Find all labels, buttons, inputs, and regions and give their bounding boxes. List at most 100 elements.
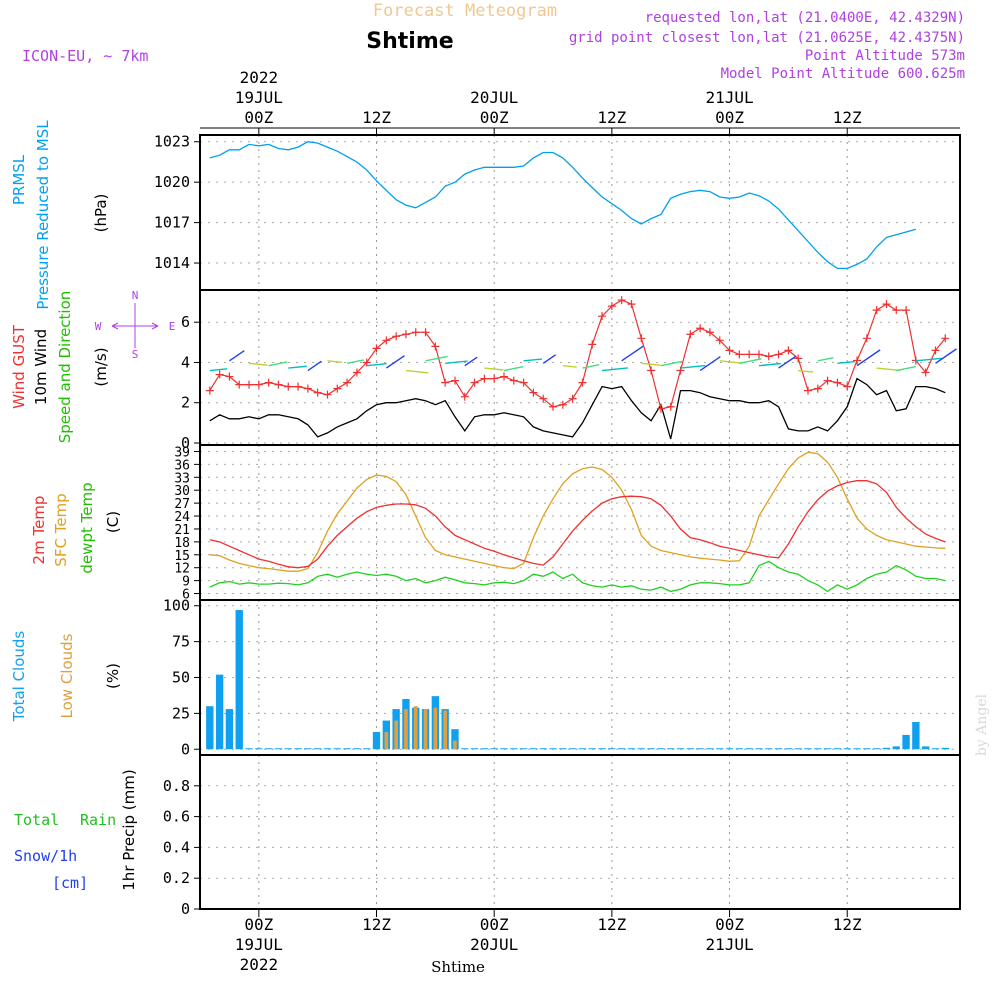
- gust-marker: [431, 342, 440, 351]
- gust-marker: [264, 378, 273, 387]
- wind-direction-arrow: [327, 360, 342, 364]
- bottom-time-label: 21JUL: [705, 935, 753, 954]
- total-cloud-bar: [833, 748, 842, 750]
- station-name: Shtime: [366, 29, 453, 54]
- gust-marker: [274, 380, 283, 389]
- wind-direction-arrow: [288, 365, 307, 369]
- top-time-label: 12Z: [833, 108, 862, 127]
- gust-marker: [862, 334, 871, 343]
- dewpt-label: dewpt Temp: [78, 482, 96, 573]
- total-cloud-bar: [529, 748, 538, 750]
- total-cloud-bar: [314, 748, 322, 750]
- gust-marker: [441, 378, 450, 387]
- gust-marker: [725, 346, 734, 355]
- total-cloud-bar: [814, 748, 822, 750]
- gust-marker: [892, 306, 901, 315]
- temp2m-line: [209, 480, 946, 569]
- gust-marker: [627, 300, 636, 309]
- gust-marker: [696, 324, 705, 333]
- y-tick-label: 30: [174, 484, 190, 499]
- total-cloud-bar: [892, 746, 900, 750]
- panel-frame: [199, 289, 961, 446]
- y-tick-label: 0.2: [163, 869, 190, 887]
- total-cloud-bar: [588, 748, 596, 750]
- gust-marker: [715, 336, 724, 345]
- total-cloud-bar: [480, 748, 489, 750]
- wind-direction-arrow: [660, 360, 683, 367]
- wind-direction-arrow: [798, 369, 814, 373]
- bottom-time-label: 2022: [240, 955, 279, 974]
- total-cloud-bar: [755, 748, 763, 750]
- total-cloud-bar: [519, 748, 528, 750]
- compass-rose: N W E S: [95, 289, 176, 361]
- total-cloud-bar: [853, 748, 861, 750]
- y-tick-label: 9: [182, 575, 190, 590]
- gust-marker: [401, 330, 410, 339]
- gust-marker: [235, 380, 244, 389]
- total-cloud-bar: [804, 748, 812, 750]
- gust-marker: [607, 302, 616, 311]
- total-cloud-bar: [323, 748, 332, 750]
- total-cloud-bar: [657, 748, 665, 750]
- y-tick-label: 100: [163, 597, 190, 615]
- wind-direction-arrow: [719, 360, 743, 364]
- snow-label: Snow/1h: [14, 847, 77, 865]
- gust-marker: [813, 384, 822, 393]
- gust-marker: [558, 400, 567, 409]
- gust-marker: [833, 378, 842, 387]
- gust-marker: [637, 334, 646, 343]
- wind-direction-arrow: [366, 362, 387, 367]
- y-tick-label: 0.4: [163, 838, 190, 856]
- low-clouds-label: Low Clouds: [58, 633, 76, 718]
- total-cloud-bar: [274, 748, 283, 750]
- gust-marker: [588, 340, 597, 349]
- gust-marker: [872, 306, 881, 315]
- gust-marker: [647, 366, 656, 375]
- total-cloud-bar: [284, 748, 292, 750]
- wind-direction-arrow: [758, 362, 781, 367]
- wind-direction-label: Speed and Direction: [56, 291, 74, 444]
- gust-marker: [598, 312, 607, 321]
- low-cloud-bar: [404, 709, 408, 750]
- top-time-label: 2022: [240, 68, 279, 87]
- bottom-time-label: 12Z: [597, 915, 626, 934]
- cloud-unit: (%): [104, 663, 122, 689]
- gust-marker: [509, 376, 518, 385]
- total-cloud-bar: [470, 748, 479, 750]
- wind-direction-arrow: [503, 365, 524, 372]
- total-cloud-bar: [333, 748, 341, 750]
- pressure-label: Pressure Reduced to MSL: [34, 120, 52, 310]
- wind-direction-arrow: [405, 369, 429, 374]
- total-cloud-bar: [745, 748, 753, 750]
- y-tick-label: 0: [181, 434, 190, 452]
- gust-marker: [519, 378, 528, 387]
- gust-marker: [882, 300, 891, 309]
- y-tick-label: 1017: [154, 214, 190, 232]
- bottom-time-label: 19JUL: [235, 935, 283, 954]
- sfc-temp-line: [209, 451, 946, 572]
- gust-marker: [754, 350, 763, 359]
- gust-marker: [705, 328, 714, 337]
- total-cloud-bar: [647, 748, 655, 750]
- y-tick-label: 0: [181, 900, 190, 918]
- credit-watermark: by Angel: [974, 693, 990, 756]
- total-cloud-bar: [774, 748, 783, 750]
- total-cloud-bar: [618, 748, 626, 750]
- total-cloud-bar: [294, 748, 302, 750]
- gust-marker: [794, 354, 803, 363]
- total-cloud-bar: [676, 748, 685, 750]
- gust-marker: [372, 344, 381, 353]
- bottom-time-label: 12Z: [362, 915, 391, 934]
- total-cloud-bar: [598, 748, 606, 750]
- gust-marker: [764, 352, 773, 361]
- total-cloud-bar: [206, 706, 214, 750]
- wind-direction-arrow: [837, 360, 855, 364]
- total-cloud-bar: [539, 748, 547, 750]
- total-cloud-bar: [353, 748, 361, 750]
- model-label: ICON-EU, ~ 7km: [22, 47, 148, 65]
- wind-direction-arrow: [621, 345, 644, 362]
- gust-marker: [333, 384, 342, 393]
- wind-direction-arrow: [464, 356, 478, 367]
- total-cloud-bar: [765, 748, 773, 750]
- gust-marker: [745, 350, 754, 359]
